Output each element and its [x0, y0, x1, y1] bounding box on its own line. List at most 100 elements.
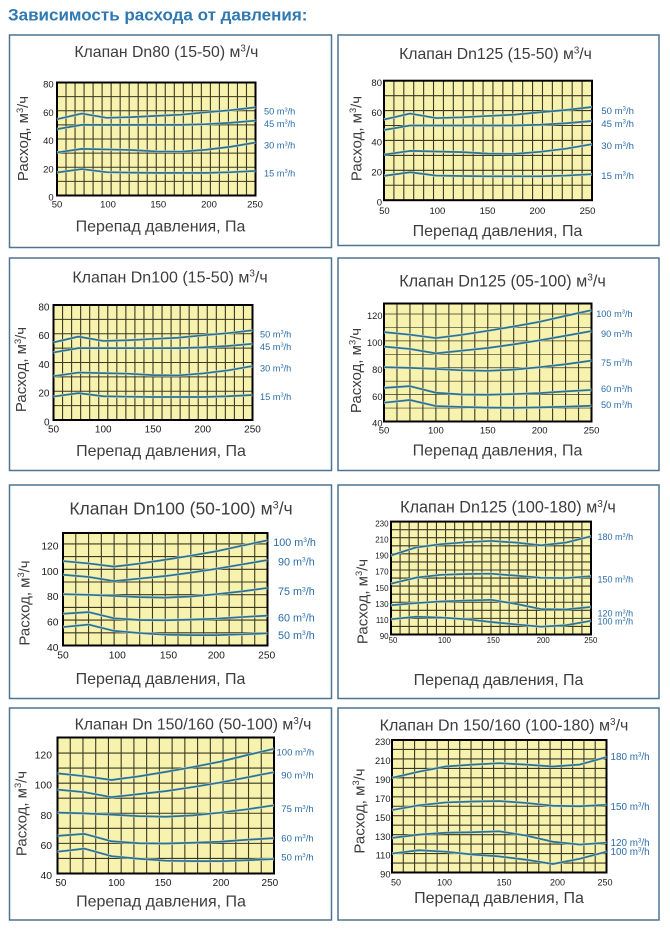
svg-text:150: 150	[496, 877, 511, 887]
svg-text:100: 100	[100, 200, 116, 211]
svg-text:80: 80	[43, 80, 54, 91]
svg-text:150: 150	[375, 584, 389, 593]
svg-text:Перепад давления, Па: Перепад давления, Па	[414, 672, 584, 689]
svg-text:Перепад давления, Па: Перепад давления, Па	[76, 671, 246, 688]
svg-text:130: 130	[375, 600, 389, 609]
svg-text:200: 200	[537, 636, 551, 645]
svg-text:Зависимость расхода от давлени: Зависимость расхода от давления:	[8, 6, 307, 25]
svg-text:Клапан Dn125 (05-100) м3/ч: Клапан Dn125 (05-100) м3/ч	[399, 272, 606, 290]
svg-text:60: 60	[371, 108, 382, 119]
svg-text:150: 150	[145, 425, 162, 436]
svg-text:90: 90	[380, 870, 390, 880]
svg-text:90 m3/h: 90 m3/h	[278, 556, 315, 568]
svg-text:60: 60	[372, 392, 382, 402]
svg-text:40: 40	[372, 419, 382, 429]
svg-text:250: 250	[258, 650, 275, 661]
svg-text:60: 60	[43, 108, 54, 119]
svg-text:210: 210	[375, 535, 389, 544]
svg-text:Клапан Dn 150/160 (50-100) м3/: Клапан Dn 150/160 (50-100) м3/ч	[75, 716, 312, 734]
svg-text:40: 40	[371, 138, 382, 149]
svg-text:75 m3/h: 75 m3/h	[278, 586, 315, 598]
svg-text:40: 40	[47, 643, 59, 654]
svg-text:45 m3/h: 45 m3/h	[260, 342, 291, 352]
svg-text:230: 230	[375, 737, 391, 747]
svg-text:100: 100	[437, 877, 452, 887]
svg-text:200: 200	[529, 206, 545, 217]
svg-text:Расход, м3/ч: Расход, м3/ч	[348, 96, 365, 181]
svg-text:100: 100	[428, 426, 444, 437]
svg-text:Расход, м3/ч: Расход, м3/ч	[13, 327, 30, 412]
svg-text:200: 200	[201, 200, 217, 211]
svg-text:100: 100	[367, 338, 383, 348]
svg-text:15 m3/h: 15 m3/h	[264, 168, 295, 178]
svg-text:50 m3/h: 50 m3/h	[601, 400, 632, 410]
svg-text:150: 150	[155, 878, 172, 889]
svg-text:200: 200	[208, 650, 225, 661]
svg-text:90 m3/h: 90 m3/h	[601, 329, 632, 339]
svg-text:Клапан Dn125 (15-50) м3/ч: Клапан Dn125 (15-50) м3/ч	[399, 45, 592, 63]
svg-text:Перепад давления, Па: Перепад давления, Па	[76, 219, 246, 236]
svg-text:60: 60	[40, 841, 52, 852]
svg-text:20: 20	[371, 168, 382, 179]
svg-text:30 m3/h: 30 m3/h	[264, 141, 295, 151]
svg-text:250: 250	[247, 200, 263, 211]
svg-text:250: 250	[584, 636, 598, 645]
svg-text:75 m3/h: 75 m3/h	[281, 804, 313, 815]
svg-text:Клапан Dn100 (15-50) м3/ч: Клапан Dn100 (15-50) м3/ч	[72, 269, 267, 287]
svg-text:100: 100	[41, 567, 58, 578]
svg-text:Клапан Dn125 (100-180) м3/ч: Клапан Dn125 (100-180) м3/ч	[400, 499, 616, 517]
svg-text:90 m3/h: 90 m3/h	[281, 771, 313, 782]
svg-text:250: 250	[244, 425, 261, 436]
svg-text:60 m3/h: 60 m3/h	[601, 384, 632, 394]
svg-text:90: 90	[380, 632, 389, 641]
svg-text:80: 80	[38, 302, 50, 313]
svg-text:180 m3/h: 180 m3/h	[598, 532, 634, 542]
svg-text:100: 100	[35, 781, 53, 792]
svg-text:100: 100	[109, 650, 126, 661]
svg-text:15 m3/h: 15 m3/h	[601, 171, 634, 182]
svg-text:75 m3/h: 75 m3/h	[601, 358, 632, 368]
svg-text:40: 40	[38, 360, 50, 371]
svg-text:Расход, м3/ч: Расход, м3/ч	[351, 768, 368, 853]
svg-text:15 m3/h: 15 m3/h	[260, 392, 291, 402]
svg-text:60 m3/h: 60 m3/h	[278, 612, 315, 624]
svg-text:150 m3/h: 150 m3/h	[611, 802, 650, 813]
svg-text:Расход, м3/ч: Расход, м3/ч	[13, 771, 30, 856]
svg-text:Клапан Dn100 (50-100) м3/ч: Клапан Dn100 (50-100) м3/ч	[69, 499, 292, 519]
svg-text:50: 50	[391, 877, 401, 887]
svg-text:120 m3/h: 120 m3/h	[611, 838, 650, 849]
svg-text:120 m3/h: 120 m3/h	[598, 608, 634, 618]
svg-text:80: 80	[371, 78, 382, 89]
svg-text:110: 110	[376, 616, 389, 625]
svg-text:40: 40	[40, 871, 52, 882]
svg-text:Расход, м3/ч: Расход, м3/ч	[348, 328, 365, 413]
svg-text:120: 120	[41, 541, 58, 552]
svg-text:50: 50	[55, 878, 67, 889]
svg-text:0: 0	[377, 197, 382, 208]
svg-text:100: 100	[108, 878, 125, 889]
svg-text:0: 0	[48, 193, 53, 204]
svg-text:Расход, м3/ч: Расход, м3/ч	[16, 560, 33, 645]
svg-text:60 m3/h: 60 m3/h	[281, 833, 313, 844]
svg-text:20: 20	[43, 164, 54, 175]
svg-text:Перепад давления, Па: Перепад давления, Па	[413, 443, 583, 460]
svg-text:120: 120	[35, 751, 53, 762]
svg-text:100 m3/h: 100 m3/h	[273, 537, 316, 549]
svg-text:0: 0	[44, 417, 50, 428]
svg-text:150: 150	[160, 650, 177, 661]
svg-text:150: 150	[480, 426, 496, 437]
svg-text:210: 210	[375, 756, 391, 766]
svg-text:190: 190	[375, 552, 389, 561]
svg-text:50: 50	[52, 200, 63, 211]
svg-text:250: 250	[580, 206, 596, 217]
svg-text:50: 50	[379, 206, 390, 217]
svg-text:170: 170	[375, 794, 391, 804]
svg-text:110: 110	[376, 851, 391, 861]
svg-text:40: 40	[43, 136, 54, 147]
svg-text:100 m3/h: 100 m3/h	[598, 616, 634, 626]
svg-text:230: 230	[375, 519, 389, 528]
svg-text:80: 80	[47, 592, 59, 603]
svg-text:60: 60	[47, 618, 59, 629]
svg-text:100: 100	[429, 206, 445, 217]
svg-text:60: 60	[38, 331, 50, 342]
